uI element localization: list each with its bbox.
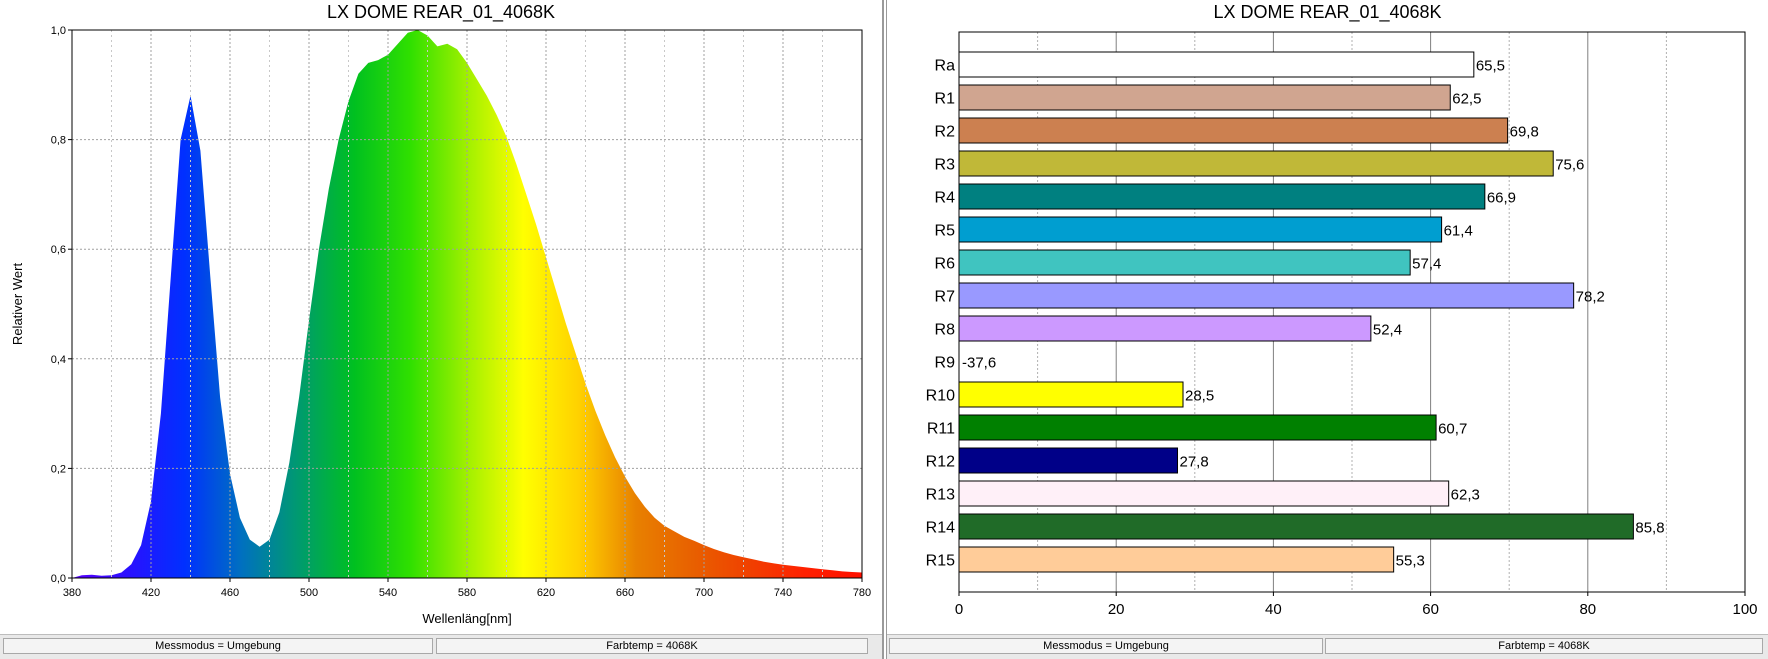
bar-r11 [958, 414, 1437, 441]
bar-r14 [958, 513, 1634, 540]
x-tick-label: 500 [300, 587, 318, 599]
bar-x-tick-label: 40 [1265, 601, 1282, 618]
bar-category-label: R14 [926, 520, 955, 537]
bar-r12 [958, 447, 1179, 474]
bar-r2 [958, 117, 1509, 144]
x-tick-label: 580 [458, 587, 476, 599]
bar-category-label: R3 [935, 157, 956, 174]
bar-value-label: -37,6 [962, 355, 996, 372]
bar-category-label: R13 [926, 487, 955, 504]
bar-r6 [958, 249, 1411, 276]
bar-r13 [958, 480, 1450, 507]
bar-value-label: 62,5 [1452, 91, 1481, 108]
status-farbtemp-left: Farbtemp = 4068K [436, 638, 868, 654]
status-messmodus-right: Messmodus = Umgebung [889, 638, 1323, 654]
bar-x-tick-label: 20 [1108, 601, 1125, 618]
status-messmodus-left: Messmodus = Umgebung [3, 638, 433, 654]
bar-x-tick-label: 100 [1732, 601, 1757, 618]
bar-value-label: 62,3 [1451, 487, 1480, 504]
y-tick-label: 0,2 [51, 463, 66, 475]
spectrum-chart: 380 420 460 500 540 580 620 660 700 740 780 0,0 0,2 0… [10, 25, 871, 626]
bar-r3 [958, 150, 1554, 177]
bar-category-label: R5 [935, 223, 956, 240]
x-tick-label: 420 [142, 587, 160, 599]
y-tick-label: 0,4 [51, 354, 66, 366]
bar-category-label: Ra [935, 58, 956, 75]
bar-value-label: 78,2 [1576, 289, 1605, 306]
y-tick-label: 0,0 [51, 573, 66, 585]
bar-category-label: R8 [935, 322, 956, 339]
bar-category-label: R4 [935, 190, 956, 207]
bar-value-label: 66,9 [1487, 190, 1516, 207]
bar-r4 [958, 183, 1486, 210]
bar-category-label: R2 [935, 124, 956, 141]
bar-value-label: 57,4 [1412, 256, 1441, 273]
y-tick-label: 1,0 [51, 25, 66, 37]
bar-category-label: R15 [926, 553, 955, 570]
status-farbtemp-right: Farbtemp = 4068K [1325, 638, 1763, 654]
bar-category-label: R12 [926, 454, 955, 471]
bar-value-label: 55,3 [1396, 553, 1425, 570]
y-axis-label: Relativer Wert [10, 263, 25, 346]
x-tick-label: 660 [616, 587, 634, 599]
bar-r8 [958, 315, 1372, 342]
bar-value-label: 65,5 [1476, 58, 1505, 75]
bar-plot-frame [958, 31, 1746, 593]
bar-category-label: R1 [935, 91, 956, 108]
spectrum-panel: LX DOME REAR_01_4068K 380 420 460 500 540 580… [0, 0, 884, 659]
y-tick-label: 0,8 [51, 135, 66, 147]
bar-r7 [958, 282, 1575, 309]
bar-category-label: R11 [927, 421, 955, 438]
bar-r15 [958, 546, 1395, 573]
bar-r5 [958, 216, 1443, 243]
x-tick-label: 780 [853, 587, 871, 599]
bar-value-label: 28,5 [1185, 388, 1214, 405]
x-tick-label: 740 [774, 587, 792, 599]
x-tick-label: 380 [63, 587, 81, 599]
bar-x-tick-label: 80 [1579, 601, 1596, 618]
y-tick-label: 0,6 [51, 244, 66, 256]
bar-value-label: 27,8 [1180, 454, 1209, 471]
cri-title: LX DOME REAR_01_4068K [1213, 2, 1442, 22]
bar-x-tick-label: 0 [955, 601, 963, 618]
bar-category-label: R10 [926, 388, 955, 405]
x-tick-label: 460 [221, 587, 239, 599]
bar-category-label: R9 [935, 355, 956, 372]
status-bar-left: Messmodus = Umgebung Farbtemp = 4068K [0, 634, 882, 659]
bar-value-label: 85,8 [1635, 520, 1664, 537]
bar-value-label: 75,6 [1555, 157, 1584, 174]
status-bar-right: Messmodus = Umgebung Farbtemp = 4068K [887, 634, 1768, 659]
x-tick-label: 540 [379, 587, 397, 599]
spectrum-title: LX DOME REAR_01_4068K [326, 2, 556, 22]
bar-ra [958, 51, 1475, 78]
x-tick-label: 620 [537, 587, 555, 599]
bar-x-tick-label: 60 [1422, 601, 1439, 618]
cri-chart: Ra 65,5 R1 62,5 R2 69,8 R3 75,6 R4 66,9 R5 61,4 R6 57… [926, 31, 1758, 618]
bar-value-label: 61,4 [1444, 223, 1473, 240]
bar-r10 [958, 381, 1184, 408]
bar-value-label: 60,7 [1438, 421, 1467, 438]
x-tick-label: 700 [695, 587, 713, 599]
x-axis-label: Wellenläng[nm] [422, 611, 511, 626]
bar-r1 [958, 84, 1451, 111]
bar-value-label: 52,4 [1373, 322, 1402, 339]
bar-category-label: R6 [935, 256, 956, 273]
bar-category-label: R7 [935, 289, 956, 306]
bar-value-label: 69,8 [1510, 124, 1539, 141]
cri-panel: LX DOME REAR_01_4068K Ra 65,5 R1 62,5 R2 69,8… [886, 0, 1768, 659]
